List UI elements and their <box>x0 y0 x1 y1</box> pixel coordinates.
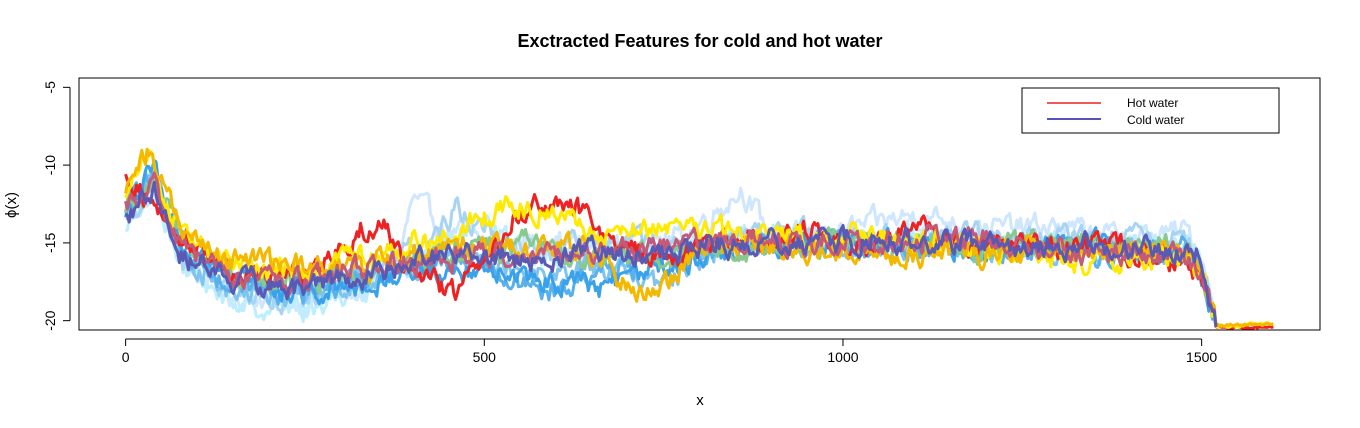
series-line-cold-0 <box>124 186 1218 326</box>
y-axis: -20 -15 -10 -5 <box>42 81 71 331</box>
x-axis-label: x <box>696 392 704 409</box>
x-tick-label: 500 <box>473 349 497 365</box>
x-tick-label: 1000 <box>827 349 858 365</box>
plot-area <box>78 77 1321 331</box>
legend-box <box>1021 87 1280 134</box>
x-tick-label: 1500 <box>1186 349 1217 365</box>
series-layer <box>124 147 1274 330</box>
y-tick-label: -15 <box>42 233 58 253</box>
legend-label-cold-water: Cold water <box>1127 113 1184 127</box>
y-tick-label: -20 <box>42 310 58 330</box>
series-line-cold-11 <box>124 180 1218 328</box>
legend-label-hot-water: Hot water <box>1127 96 1178 110</box>
plot-frame <box>78 77 1321 331</box>
y-tick-label: -5 <box>42 81 58 94</box>
y-axis-label: ϕ(x) <box>3 192 20 218</box>
y-tick-label: -10 <box>42 155 58 175</box>
x-tick-label: 0 <box>122 349 130 365</box>
x-axis: 0 500 1000 1500 <box>122 338 1217 365</box>
legend: Hot water Cold water <box>1021 87 1280 134</box>
chart-title: Exctracted Features for cold and hot wat… <box>517 31 882 51</box>
